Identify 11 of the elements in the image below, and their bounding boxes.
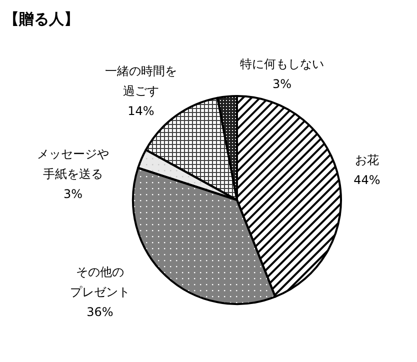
data-label: 3% <box>272 77 292 91</box>
slice-label: 一緒の時間を過ごす <box>105 64 177 98</box>
slice-label: その他のプレゼント <box>70 265 130 299</box>
data-label: 44% <box>354 173 380 187</box>
data-label: 14% <box>128 104 154 118</box>
slice-label: メッセージや手紙を送る <box>37 147 109 181</box>
slice-label: 特に何もしない <box>240 57 324 71</box>
data-label: 36% <box>86 305 114 319</box>
data-label: 3% <box>63 187 83 201</box>
chart-title: 【贈る人】 <box>4 10 79 28</box>
slice-label: お花 <box>355 153 379 167</box>
